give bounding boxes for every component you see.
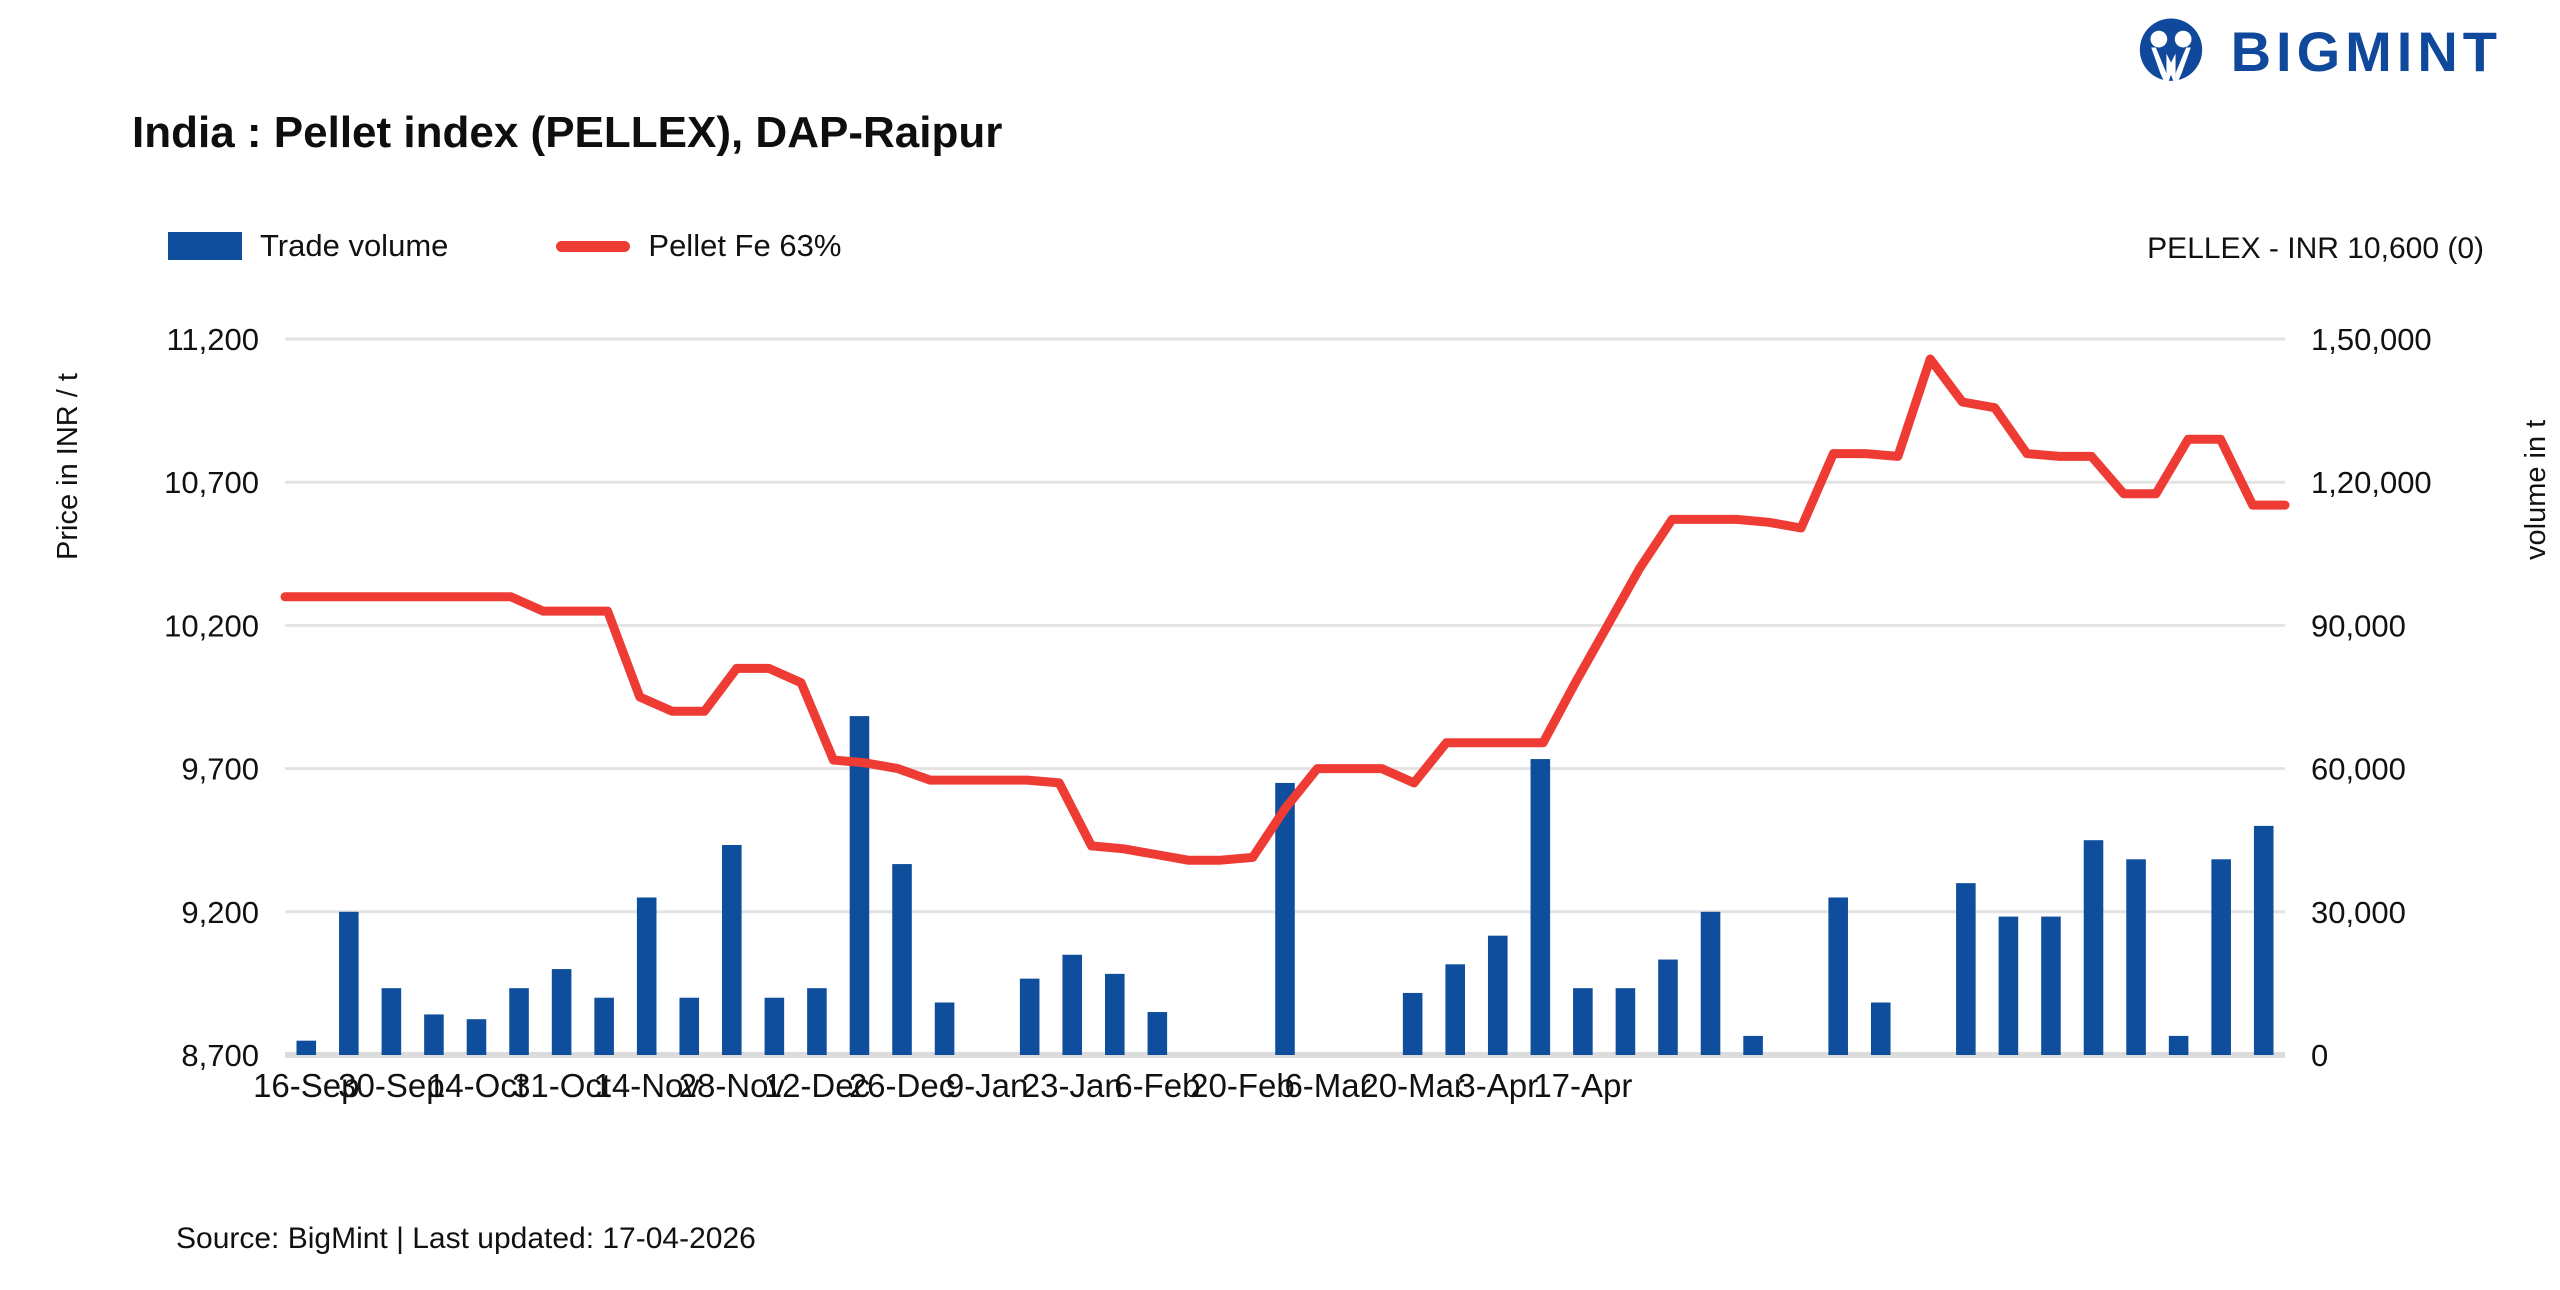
chart-bar: [594, 997, 614, 1055]
brand-logo: BIGMINT: [2133, 14, 2502, 90]
chart-bar: [2211, 859, 2231, 1055]
x-axis-tick-label: 16-Sep: [253, 1067, 359, 1104]
legend-line-swatch-icon: [556, 240, 631, 252]
x-axis-ticks: 16-Sep30-Sep14-Oct31-Oct14-Nov28-Nov12-D…: [253, 1067, 1632, 1104]
chart-bar: [2168, 1035, 2189, 1055]
legend-label-pellet-fe-63: Pellet Fe 63%: [648, 228, 842, 263]
chart-bar: [551, 969, 572, 1055]
chart-bar: [636, 897, 657, 1055]
chart-bar: [892, 864, 912, 1055]
chart-bar: [1870, 1002, 1891, 1055]
y-axis-left-tick-label: 8,700: [181, 1038, 259, 1073]
chart-bar: [1487, 935, 1508, 1055]
legend-item-trade-volume[interactable]: Trade volume: [168, 228, 448, 264]
chart-bar: [296, 1040, 317, 1055]
x-axis-tick-label: 23-Jan: [1022, 1067, 1123, 1104]
chart-bar: [1105, 973, 1125, 1055]
chart-bar: [381, 988, 402, 1055]
chart-bar: [1956, 883, 1976, 1055]
chart-bar: [1530, 759, 1551, 1055]
x-axis-tick-label: 20-Feb: [1190, 1067, 1295, 1104]
x-axis-tick-label: 30-Sep: [338, 1067, 444, 1104]
chart-bar: [849, 716, 870, 1055]
y-axis-right-ticks: 0 30,000 60,000 90,000 1,20,000 1,50,000: [2311, 322, 2432, 1073]
x-axis-tick-label: 3-Apr: [1457, 1067, 1538, 1104]
y-axis-right-tick-label: 1,50,000: [2311, 322, 2432, 357]
y-axis-left-tick-label: 10,700: [164, 465, 259, 500]
x-axis-tick-label: 20-Mar: [1360, 1067, 1465, 1104]
legend-label-trade-volume: Trade volume: [260, 228, 449, 263]
y-axis-right-tick-label: 60,000: [2311, 752, 2406, 787]
y-axis-right-tick-label: 30,000: [2311, 895, 2406, 930]
chart-price-line: [280, 354, 2290, 865]
x-axis-tick-label: 14-Nov: [594, 1067, 701, 1104]
x-axis-tick-label: 6-Feb: [1114, 1067, 1200, 1104]
chart-bar: [1019, 978, 1040, 1055]
chart-bar: [722, 844, 742, 1055]
chart-bar: [764, 997, 785, 1055]
y-axis-left-ticks: 8,700 9,200 9,700 10,200 10,700 11,200: [164, 322, 259, 1073]
index-value-readout: PELLEX - INR 10,600 (0): [2147, 232, 2484, 265]
x-axis-tick-label: 31-Oct: [512, 1067, 611, 1104]
source-note: Source: BigMint | Last updated: 17-04-20…: [176, 1222, 756, 1255]
y-axis-left-tick-label: 11,200: [166, 322, 259, 357]
x-axis-tick-label: 14-Oct: [427, 1067, 526, 1104]
chart-bar: [1615, 988, 1636, 1055]
chart-bar: [339, 911, 359, 1055]
chart-legend: Trade volume Pellet Fe 63%: [168, 228, 841, 264]
legend-bar-swatch-icon: [168, 232, 242, 260]
chart-bar: [1275, 782, 1295, 1055]
chart-bar: [1402, 992, 1423, 1055]
chart-bar: [807, 988, 827, 1055]
y-axis-left-tick-label: 9,700: [181, 752, 259, 787]
brand-wordmark: BIGMINT: [2230, 20, 2502, 83]
bigmint-people-icon: [2139, 18, 2202, 87]
chart-bar: [1998, 916, 2019, 1055]
y-axis-right-tick-label: 1,20,000: [2311, 465, 2432, 500]
chart-bar: [1700, 911, 1721, 1055]
chart-bar: [1573, 988, 1593, 1055]
x-axis-tick-label: 17-Apr: [1533, 1067, 1632, 1104]
chart-bar: [1445, 964, 1465, 1055]
chart-bar: [1743, 1035, 1763, 1055]
chart-bar: [2083, 840, 2104, 1055]
chart-bars: [296, 716, 2274, 1055]
x-axis-tick-label: 9-Jan: [946, 1067, 1029, 1104]
chart-bar: [509, 988, 529, 1055]
y-axis-left-tick-label: 9,200: [181, 895, 259, 930]
chart-bar: [1828, 897, 1848, 1055]
page-title: India : Pellet index (PELLEX), DAP-Raipu…: [132, 108, 1003, 157]
chart-bar: [2126, 859, 2146, 1055]
x-axis-tick-label: 28-Nov: [679, 1067, 786, 1104]
y-axis-left-tick-label: 10,200: [164, 608, 259, 643]
chart-bar: [424, 1014, 444, 1055]
y-axis-right-tick-label: 0: [2311, 1038, 2328, 1073]
x-axis-tick-label: 6-Mar: [1284, 1067, 1370, 1104]
chart-bar: [934, 1002, 955, 1055]
chart-bar: [466, 1019, 487, 1055]
y-axis-right-tick-label: 90,000: [2311, 608, 2406, 643]
chart-bar: [1147, 1012, 1168, 1055]
chart-bar: [1062, 954, 1083, 1055]
chart-bar: [2253, 825, 2274, 1055]
x-axis-tick-label: 26-Dec: [849, 1067, 955, 1104]
chart-bar: [2041, 916, 2061, 1055]
legend-item-pellet-fe-63[interactable]: Pellet Fe 63%: [556, 228, 841, 264]
x-axis-tick-label: 12-Dec: [764, 1067, 870, 1104]
chart-bar: [1658, 959, 1678, 1055]
chart-bar: [679, 997, 700, 1055]
